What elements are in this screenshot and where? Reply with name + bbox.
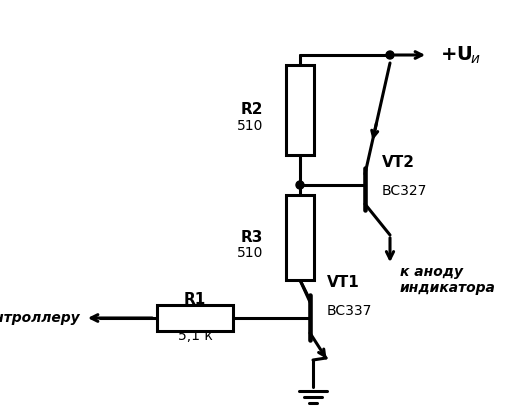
Text: R1: R1 — [184, 293, 206, 308]
Text: R2: R2 — [241, 102, 263, 117]
Bar — [157, 305, 233, 331]
Text: VT2: VT2 — [382, 155, 415, 170]
Text: 510: 510 — [237, 246, 263, 260]
Text: 5,1 к: 5,1 к — [178, 329, 213, 343]
Text: к контроллеру: к контроллеру — [0, 311, 80, 325]
Text: $\mathbf{+U_{\!\mathit{и}}}$: $\mathbf{+U_{\!\mathit{и}}}$ — [440, 44, 480, 66]
Text: BC327: BC327 — [382, 184, 427, 198]
Circle shape — [296, 181, 304, 189]
Text: R3: R3 — [241, 229, 263, 245]
Text: к аноду
индикатора: к аноду индикатора — [400, 265, 496, 295]
Circle shape — [386, 51, 394, 59]
Bar — [286, 65, 314, 155]
Text: 510: 510 — [237, 119, 263, 133]
Bar — [286, 195, 314, 280]
Text: VT1: VT1 — [327, 275, 359, 290]
Text: BC337: BC337 — [327, 304, 373, 318]
